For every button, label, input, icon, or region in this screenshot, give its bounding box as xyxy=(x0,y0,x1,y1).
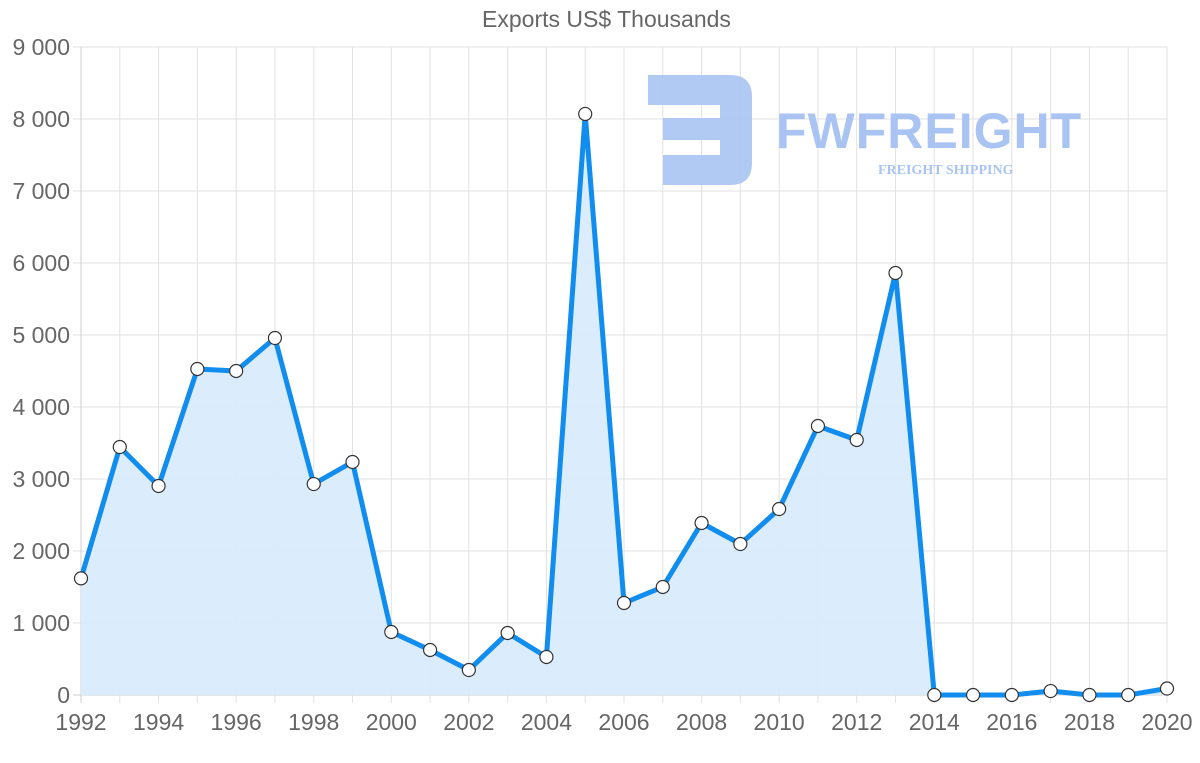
x-tick-label: 2008 xyxy=(676,709,727,735)
y-tick-label: 2 000 xyxy=(12,538,70,564)
watermark-brand: FWFREIGHT xyxy=(776,103,1082,159)
data-point-marker[interactable] xyxy=(384,624,399,640)
data-point-marker[interactable] xyxy=(306,476,321,492)
y-tick-label: 5 000 xyxy=(12,322,70,348)
x-tick-label: 2020 xyxy=(1141,709,1192,735)
y-tick-label: 4 000 xyxy=(12,394,70,420)
data-point-marker[interactable] xyxy=(539,649,554,665)
x-axis-ticks: 1992 1994 1996 1998 2000 2002 2004 2006 2008 2010… xyxy=(55,709,1192,735)
data-point-marker[interactable] xyxy=(345,454,360,470)
data-point-marker[interactable] xyxy=(849,432,864,448)
x-tick-label: 1992 xyxy=(55,709,106,735)
chart-title: Exports US$ Thousands xyxy=(482,6,731,32)
data-point-marker[interactable] xyxy=(422,642,438,658)
x-tick-label: 2004 xyxy=(521,709,572,735)
x-tick-label: 2006 xyxy=(598,709,649,735)
y-tick-label: 1 000 xyxy=(12,610,70,636)
y-tick-label: 0 xyxy=(57,682,70,708)
data-point-marker[interactable] xyxy=(655,579,670,595)
x-tick-label: 2002 xyxy=(443,709,494,735)
x-tick-label: 2018 xyxy=(1064,709,1115,735)
x-tick-label: 2016 xyxy=(986,709,1037,735)
data-point-marker[interactable] xyxy=(578,106,593,122)
data-point-marker[interactable] xyxy=(500,625,515,641)
data-point-marker[interactable] xyxy=(151,478,166,494)
data-point-marker[interactable] xyxy=(1043,683,1058,699)
watermark-tagline: FREIGHT SHIPPING xyxy=(878,163,1014,178)
data-point-marker[interactable] xyxy=(73,571,89,586)
data-point-marker[interactable] xyxy=(965,687,981,703)
data-point-marker[interactable] xyxy=(694,515,709,531)
data-point-marker[interactable] xyxy=(190,361,205,377)
x-tick-label: 1994 xyxy=(133,709,184,735)
y-tick-label: 6 000 xyxy=(12,250,70,276)
y-tick-label: 9 000 xyxy=(12,34,70,60)
data-point-marker[interactable] xyxy=(1082,687,1097,703)
data-point-marker[interactable] xyxy=(772,501,787,517)
y-tick-label: 3 000 xyxy=(12,466,70,492)
data-point-marker[interactable] xyxy=(888,265,903,281)
y-tick-label: 7 000 xyxy=(12,178,70,204)
data-points xyxy=(73,106,1175,703)
data-point-marker[interactable] xyxy=(229,363,244,379)
x-tick-label: 1996 xyxy=(211,709,262,735)
watermark-logo: FWFREIGHT FREIGHT SHIPPING xyxy=(648,75,1082,185)
area-fill xyxy=(81,114,1167,695)
data-point-marker[interactable] xyxy=(1004,687,1019,703)
x-tick-label: 2000 xyxy=(366,709,417,735)
x-tick-label: 1998 xyxy=(288,709,339,735)
y-axis-ticks: 0 1 000 2 000 3 000 4 000 5 000 6 000 7 000 8 00… xyxy=(12,34,70,708)
data-point-marker[interactable] xyxy=(1121,687,1136,703)
x-tick-label: 2012 xyxy=(831,709,882,735)
data-point-marker[interactable] xyxy=(733,536,748,552)
data-point-marker[interactable] xyxy=(810,418,826,434)
data-point-marker[interactable] xyxy=(1159,681,1175,696)
fw-logo-icon xyxy=(648,75,752,185)
data-point-marker[interactable] xyxy=(461,662,476,678)
data-point-marker[interactable] xyxy=(112,439,127,455)
data-point-marker[interactable] xyxy=(927,687,942,703)
x-tick-label: 2010 xyxy=(754,709,805,735)
x-tick-label: 2014 xyxy=(909,709,960,735)
y-tick-label: 8 000 xyxy=(12,106,70,132)
data-point-marker[interactable] xyxy=(267,330,283,346)
data-point-marker[interactable] xyxy=(616,595,632,611)
